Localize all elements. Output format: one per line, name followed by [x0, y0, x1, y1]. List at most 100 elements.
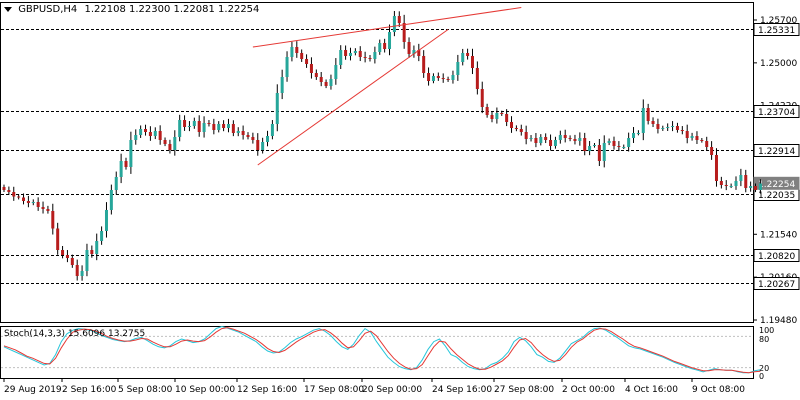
candle-body	[334, 65, 338, 79]
candle-body	[456, 62, 460, 75]
candle-body	[261, 142, 265, 150]
candle-body	[617, 146, 621, 147]
candle-body	[392, 16, 396, 32]
candle-body	[505, 114, 509, 122]
level-label: 1.25331	[758, 26, 795, 36]
level-label: 1.23704	[758, 108, 795, 118]
candle-body	[475, 68, 479, 89]
candle-body	[754, 186, 758, 190]
candle-body	[417, 50, 421, 56]
candle-body	[251, 137, 255, 140]
stoch-axis-tick: 80	[759, 335, 769, 344]
candle-body	[168, 144, 172, 150]
candle-body	[427, 73, 431, 81]
level-label-box	[753, 277, 800, 290]
current-price-label: 1.22254	[758, 180, 795, 190]
candle-body	[705, 141, 709, 147]
candle-body	[446, 79, 450, 80]
candle-body	[602, 143, 606, 161]
price-axis-tick: 1.19480	[760, 316, 797, 326]
time-axis-tick: 4 Oct 16:00	[625, 385, 678, 395]
candle-body	[710, 147, 714, 155]
candle-body	[510, 122, 514, 128]
candle-body	[675, 126, 679, 130]
candle-body	[397, 16, 401, 23]
candle-body	[485, 107, 489, 115]
level-label: 1.22914	[758, 147, 795, 157]
candle-body	[202, 123, 206, 132]
candle-body	[222, 124, 226, 128]
level-label-box	[753, 23, 800, 36]
candle-body	[56, 228, 60, 250]
ohlc-label: 1.22108 1.22300 1.22081 1.22254	[84, 4, 260, 15]
candle-body	[65, 255, 69, 258]
candle-body	[280, 77, 284, 93]
time-axis-tick: 27 Sep 08:00	[494, 385, 554, 395]
candle-body	[592, 145, 596, 146]
candle-body	[348, 53, 352, 56]
candle-body	[431, 76, 435, 81]
candle-body	[734, 181, 738, 186]
stoch-axis-tick: 0	[759, 372, 764, 381]
candle-body	[226, 124, 230, 128]
candle-body	[256, 140, 260, 150]
candle-body	[719, 181, 723, 185]
candle-body	[17, 196, 21, 198]
candle-body	[714, 155, 718, 181]
candle-body	[70, 258, 74, 265]
candle-body	[124, 161, 128, 167]
candle-body	[534, 138, 538, 143]
candle-body	[514, 128, 518, 129]
candle-body	[309, 64, 313, 73]
candle-body	[80, 271, 84, 276]
level-label-box	[753, 249, 800, 262]
level-label: 1.20820	[758, 252, 795, 262]
candle-body	[324, 82, 328, 86]
time-axis-tick: 12 Sep 16:00	[237, 385, 297, 395]
candle-body	[470, 56, 474, 68]
candle-body	[100, 231, 104, 241]
candle-body	[187, 126, 191, 127]
candle-body	[192, 121, 196, 126]
candle-body	[632, 133, 636, 138]
candle-body	[7, 190, 11, 192]
chart-header: GBPUSD,H4 1.22108 1.22300 1.22081 1.2225…	[4, 4, 259, 15]
candle-body	[41, 207, 45, 209]
candle-body	[241, 131, 245, 135]
candle-body	[144, 129, 148, 132]
candle-body	[671, 126, 675, 127]
stochastic-label: Stoch(14,3,3) 15.6096 13.2755	[4, 329, 146, 339]
collapse-triangle-icon[interactable]	[4, 6, 12, 12]
candle-body	[758, 183, 762, 190]
candle-body	[197, 121, 201, 132]
candle-body	[729, 186, 733, 187]
candle-body	[383, 43, 387, 49]
candle-body	[305, 59, 309, 64]
candle-body	[26, 201, 30, 203]
candle-body	[553, 140, 557, 146]
stoch-line	[3, 327, 761, 374]
candle-body	[641, 108, 645, 133]
candle-body	[529, 138, 533, 139]
candle-body	[139, 129, 143, 135]
candle-body	[270, 124, 274, 136]
candle-body	[163, 140, 167, 144]
price-axis-tick: 1.25000	[760, 59, 797, 69]
candle-body	[651, 121, 655, 124]
candle-body	[690, 136, 694, 138]
candle-body	[36, 202, 40, 207]
candle-body	[666, 127, 670, 128]
candle-body	[290, 47, 294, 57]
stoch-panel-frame	[0, 326, 754, 379]
candle-body	[373, 52, 377, 59]
candle-body	[627, 138, 631, 147]
candle-body	[466, 53, 470, 56]
candle-body	[153, 131, 157, 136]
time-axis-tick: 5 Sep 08:00	[118, 385, 173, 395]
candle-body	[480, 89, 484, 107]
candle-body	[51, 211, 55, 229]
stoch-axis-tick: 20	[759, 364, 769, 373]
candle-body	[300, 53, 304, 59]
candle-body	[183, 120, 187, 127]
candle-body	[363, 57, 367, 58]
